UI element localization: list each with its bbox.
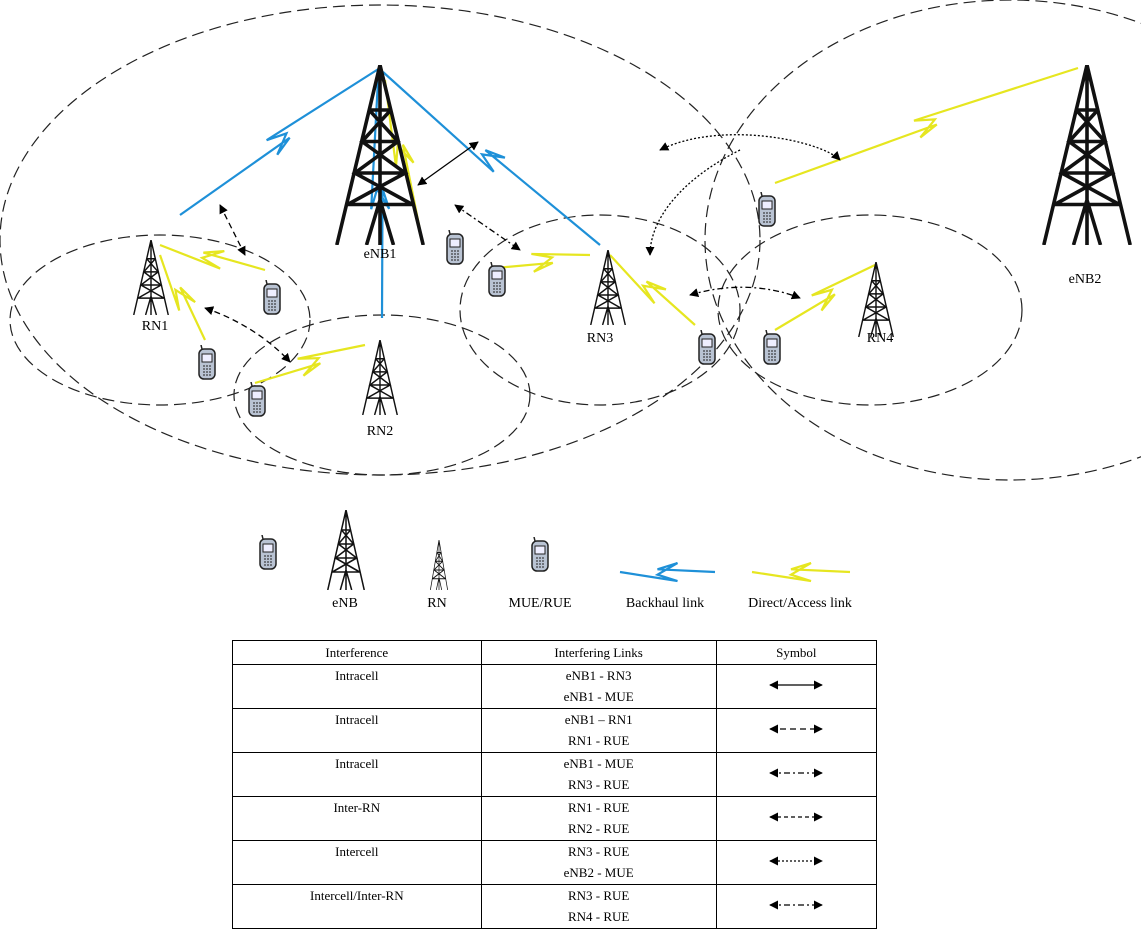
table-cell [716,709,876,753]
table-cell: Interfering Links [481,641,716,665]
symbol [766,767,826,779]
link [752,563,850,581]
legend-label: Direct/Access link [748,596,852,611]
link-text: RN3 - RUE [482,774,716,795]
diagram: eNB1 eNB2 RN1 RN2 RN3 RN4 eNB RN MUE/RUE Backhaul… [0,0,1141,640]
symbol [766,723,826,735]
link [255,345,365,383]
symbol [766,899,826,911]
symbol [766,855,826,867]
link-text: RN2 - RUE [482,818,716,839]
table-cell [716,841,876,885]
link-text: RN3 - RUE [482,841,716,862]
symbol [766,679,826,691]
link-text: RN4 - RUE [482,906,716,927]
table-cell [716,753,876,797]
link-text: RN1 - RUE [482,797,716,818]
table-cell: Inter-RN [233,797,482,841]
link [775,68,1078,183]
node-label: RN4 [867,331,893,346]
legend-label: Backhaul link [626,596,704,611]
link-text: eNB1 – RN1 [482,709,716,730]
table-cell: Intercell [233,841,482,885]
table-cell: Interference [233,641,482,665]
table-cell: Intercell/Inter-RN [233,885,482,929]
link-text: eNB1 - MUE [482,753,716,774]
link [495,254,590,272]
link-text: RN1 - RUE [482,730,716,751]
link-text: eNB2 - MUE [482,862,716,883]
link-text: eNB1 - MUE [482,686,716,707]
node-label: RN2 [367,424,393,439]
link-text: RN3 - RUE [482,885,716,906]
table-cell [716,797,876,841]
table-cell: Symbol [716,641,876,665]
link [620,563,715,581]
symbol [766,811,826,823]
node-label: RN3 [587,331,613,346]
legend-label: eNB [332,596,358,611]
table-cell [716,665,876,709]
table-cell: Intracell [233,665,482,709]
table-cell: Intracell [233,753,482,797]
link [160,245,265,270]
node-label: RN1 [142,319,168,334]
node-label: eNB1 [364,247,397,262]
link [775,265,875,330]
table-cell: Intracell [233,709,482,753]
link-text: eNB1 - RN3 [482,665,716,686]
legend-label: RN [427,596,446,611]
legend-label: MUE/RUE [509,596,572,611]
table-cell [716,885,876,929]
page: {"diagram":{"nodes":[{"label":"eNB1"},{"… [0,0,1141,943]
node-label: eNB2 [1069,272,1102,287]
